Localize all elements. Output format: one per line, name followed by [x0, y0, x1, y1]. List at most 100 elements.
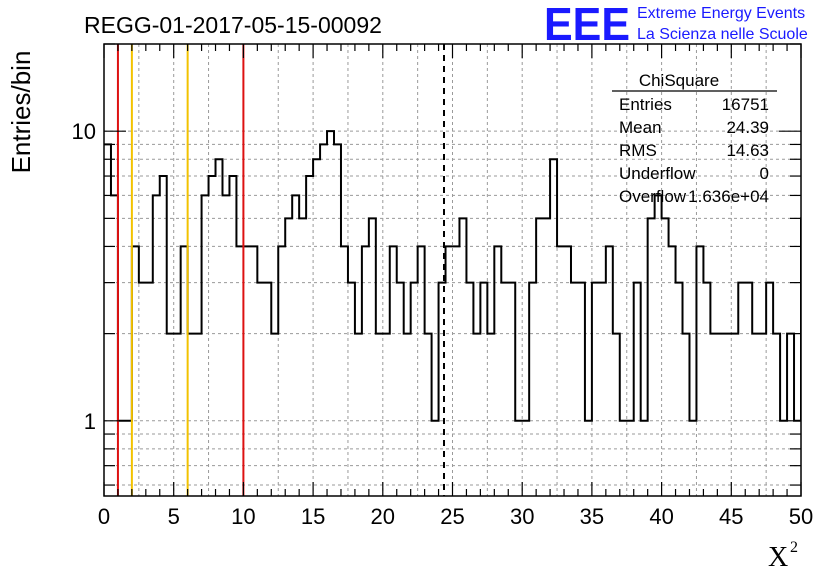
histogram-bin	[383, 334, 390, 496]
histogram-bin	[759, 334, 766, 496]
histogram-bin	[334, 144, 341, 496]
x-tick-label: 15	[301, 504, 325, 529]
histogram-bin	[683, 334, 690, 496]
histogram-bin	[703, 283, 710, 496]
logo-line-1: Extreme Energy Events	[637, 5, 805, 22]
histogram-bin	[376, 334, 383, 496]
histogram-bin	[390, 246, 397, 496]
histogram-bin	[515, 421, 522, 496]
histogram-bin	[571, 283, 578, 496]
stats-label-entries: Entries	[619, 95, 672, 114]
histogram-bin	[425, 334, 432, 496]
histogram-bin	[655, 195, 662, 496]
histogram-bin	[160, 176, 167, 496]
histogram-bin	[313, 159, 320, 496]
histogram-bin	[613, 334, 620, 496]
y-tick-label: 10	[72, 119, 96, 144]
histogram-bin	[731, 334, 738, 496]
stats-value-mean: 24.39	[726, 118, 769, 137]
histogram-bin	[118, 421, 125, 496]
x-tick-label: 35	[580, 504, 604, 529]
stats-value-overflow: 1.636e+04	[688, 187, 769, 206]
histogram-bin	[271, 334, 278, 496]
histogram-bin	[676, 283, 683, 496]
axis-ticks	[103, 43, 802, 496]
histogram-bin	[822, 334, 829, 496]
histogram-bin	[752, 334, 759, 496]
histogram-bin	[188, 334, 195, 496]
histogram-bin	[320, 144, 327, 496]
histogram-bin	[578, 283, 585, 496]
histogram-bin	[564, 246, 571, 496]
histogram-bin	[195, 334, 202, 496]
histogram-bin	[662, 218, 669, 496]
histogram-bin	[432, 421, 439, 496]
histogram-bin	[404, 334, 411, 496]
x-tick-label: 25	[440, 504, 464, 529]
histogram-bin	[453, 246, 460, 496]
histogram-bin	[229, 176, 236, 496]
histogram-bin	[696, 246, 703, 496]
histogram-bin	[369, 218, 376, 496]
histogram-bin	[466, 283, 473, 496]
histogram-bin	[627, 421, 634, 496]
stats-label-underflow: Underflow	[619, 164, 696, 183]
x-tick-label: 0	[98, 504, 110, 529]
histogram-bin	[139, 283, 146, 496]
histogram-bin	[174, 334, 181, 496]
histogram-bin	[167, 334, 174, 496]
histogram-bin	[689, 421, 696, 496]
histogram-bin	[146, 283, 153, 496]
histogram-bin	[278, 246, 285, 496]
histogram-bin	[459, 218, 466, 496]
histogram-bin	[780, 421, 787, 496]
histogram-bin	[536, 218, 543, 496]
histogram-bin	[327, 131, 334, 496]
stats-label-rms: RMS	[619, 141, 657, 160]
stats-label-mean: Mean	[619, 118, 662, 137]
chart-title: REGG-01-2017-05-15-00092	[84, 12, 382, 38]
histogram-bin	[724, 334, 731, 496]
histogram-bin	[397, 283, 404, 496]
stats-title: ChiSquare	[639, 71, 719, 90]
histogram-bin	[494, 246, 501, 496]
histogram-bin	[738, 283, 745, 496]
logo-line-2: La Scienza nelle Scuole	[637, 26, 808, 43]
histogram-bin	[606, 246, 613, 496]
x-tick-label: 20	[371, 504, 395, 529]
histogram-bin	[620, 421, 627, 496]
histogram-bin	[550, 159, 557, 496]
x-axis-label-text: X	[768, 542, 788, 572]
histogram-bin	[348, 283, 355, 496]
histogram-bin	[181, 246, 188, 496]
histogram-bin	[111, 195, 118, 496]
histogram-bin	[418, 246, 425, 496]
histogram-bin	[669, 246, 676, 496]
histogram-bin	[508, 283, 515, 496]
histogram-bin	[480, 283, 487, 496]
histogram-bin	[829, 334, 836, 496]
histogram-bin	[250, 246, 257, 496]
histogram-bin	[773, 334, 780, 496]
histogram-bin	[599, 283, 606, 496]
histogram-bin	[557, 246, 564, 496]
stats-label-overflow: Overflow	[619, 187, 687, 206]
histogram-bin	[710, 334, 717, 496]
histogram-bin	[299, 218, 306, 496]
histogram-bin	[257, 283, 264, 496]
histogram-bin	[522, 421, 529, 496]
x-tick-label: 30	[510, 504, 534, 529]
x-axis-label-superscript: 2	[790, 539, 798, 556]
histogram-bin	[766, 283, 773, 496]
histogram-bin	[808, 246, 815, 496]
histogram-bin	[153, 195, 160, 496]
x-tick-label: 10	[231, 504, 255, 529]
histogram-bin	[125, 421, 132, 496]
histogram-bin	[473, 334, 480, 496]
histogram-bin	[264, 283, 271, 496]
histogram-bin	[341, 246, 348, 496]
logo-eee: EEE	[544, 0, 630, 50]
x-tick-labels: 0 5 10 15 20 25 30 35 40 45 50	[98, 504, 813, 529]
y-axis-label: Entries/bin	[6, 51, 36, 174]
